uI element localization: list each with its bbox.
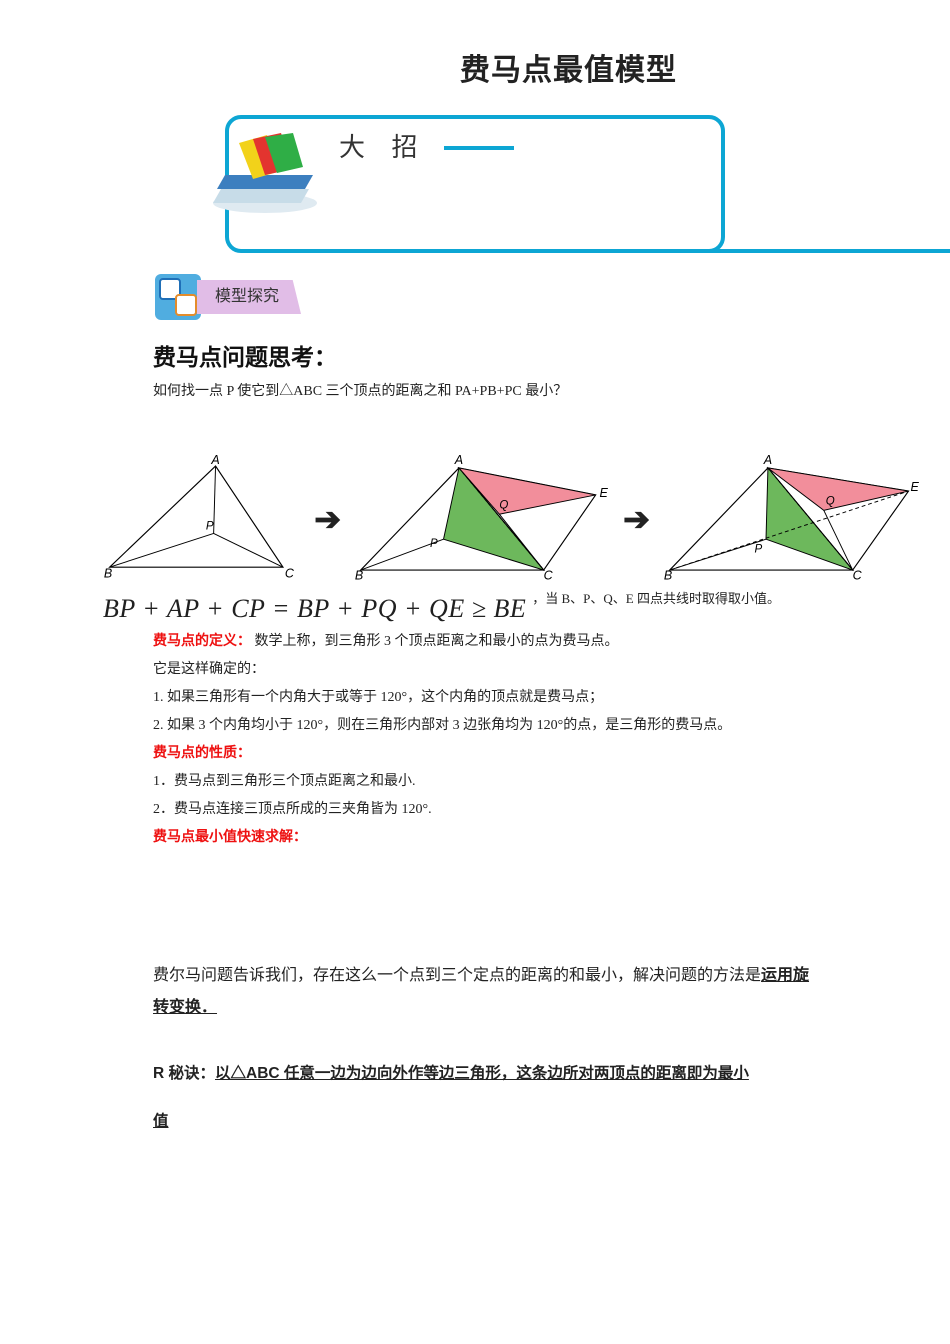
determine-intro: 它是这样确定的： (153, 656, 817, 684)
properties-head: 费马点的性质： (153, 740, 817, 768)
diagram-2: A B C P Q E (353, 454, 611, 584)
property-line-2: 2．费马点连接三顶点所成的三夹角皆为 120°. (153, 796, 817, 824)
property-line-1: 1．费马点到三角形三个顶点距离之和最小. (153, 768, 817, 796)
definition-body: 数学上称，到三角形 3 个顶点距离之和最小的点为费马点。 (255, 634, 619, 649)
svg-text:B: B (355, 569, 363, 583)
svg-text:C: C (544, 569, 554, 583)
determine-line-1: 1. 如果三角形有一个内角大于或等于 120°，这个内角的顶点就是费马点； (153, 684, 817, 712)
banner-rule (444, 146, 514, 150)
body-text: 费马点的定义： 数学上称，到三角形 3 个顶点距离之和最小的点为费马点。 它是这… (153, 628, 817, 852)
secret-block: R 秘诀：以△ABC 任意一边为边向外作等边三角形，这条边所对两顶点的距离即为最… (153, 1042, 817, 1154)
books-icon (205, 125, 325, 215)
svg-text:E: E (910, 480, 919, 494)
section-tag: 模型探究 (155, 274, 301, 320)
svg-text:B: B (104, 567, 112, 581)
banner-left: 大 招 (339, 127, 514, 164)
diagram-1: A B C P (100, 454, 302, 584)
document-page: 大 招 费马点最值模型 模型探究 费马点问题思考： 如何找一点 P 使它到△AB… (0, 0, 950, 1344)
svg-text:B: B (664, 569, 672, 583)
svg-text:E: E (600, 486, 609, 500)
question-heading: 费马点问题思考： (153, 338, 833, 372)
svg-text:P: P (430, 538, 438, 550)
content-top: 费马点问题思考： 如何找一点 P 使它到△ABC 三个顶点的距离之和 PA+PB… (153, 338, 833, 426)
svg-text:Q: Q (499, 499, 508, 511)
svg-text:C: C (285, 567, 295, 581)
section-tag-icon (155, 274, 201, 320)
secret-prefix: R 秘诀： (153, 1065, 215, 1082)
equation-text: BP + AP + CP = BP + PQ + QE ≥ BE (103, 594, 526, 624)
svg-text:P: P (206, 521, 214, 533)
svg-text:P: P (754, 544, 762, 556)
banner-right-title: 费马点最值模型 (460, 45, 677, 89)
svg-text:A: A (454, 454, 463, 467)
diagram-3: A B C P Q E (662, 454, 920, 584)
svg-text:Q: Q (826, 496, 835, 508)
secret-underline-2: 值 (153, 1113, 169, 1130)
arrow-icon: ➔ (623, 500, 650, 538)
intro-text: 如何找一点 P 使它到△ABC 三个顶点的距离之和 PA+PB+PC 最小？ (153, 380, 833, 404)
quick-body: 费尔马问题告诉我们，存在这么一个点到三个定点的距离的和最小，解决问题的方法是运用… (153, 944, 817, 1040)
determine-line-2: 2. 如果 3 个内角均小于 120°，则在三角形内部对 3 边张角均为 120… (153, 712, 817, 740)
equation-tail: ，当 B、P、Q、E 四点共线时取得取小值。 (532, 591, 780, 608)
svg-text:A: A (210, 454, 219, 467)
svg-text:A: A (763, 454, 772, 467)
equation-row: BP + AP + CP = BP + PQ + QE ≥ BE ，当 B、P、… (103, 594, 863, 624)
arrow-icon: ➔ (314, 500, 341, 538)
definition-head: 费马点的定义： (153, 634, 251, 649)
quick-head: 费马点最小值快速求解： (153, 824, 817, 852)
banner-left-label: 大 招 (339, 127, 428, 164)
svg-text:C: C (853, 569, 863, 583)
section-tag-label: 模型探究 (197, 280, 301, 314)
quick-body-plain: 费尔马问题告诉我们，存在这么一个点到三个定点的距离的和最小，解决问题的方法是 (153, 967, 761, 984)
banner-underline (339, 249, 950, 253)
diagram-row: A B C P ➔ A B C P Q E ➔ (100, 448, 920, 590)
secret-underline-1: 以△ABC 任意一边为边向外作等边三角形，这条边所对两顶点的距离即为最小 (215, 1065, 749, 1082)
